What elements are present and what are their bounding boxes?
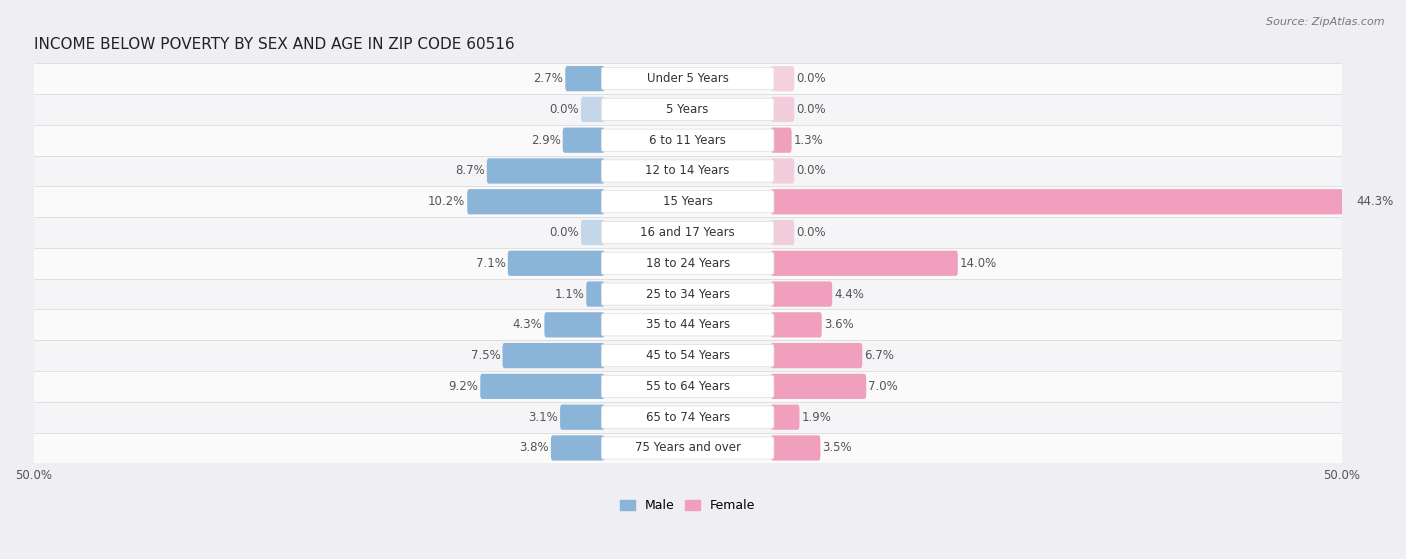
FancyBboxPatch shape bbox=[602, 437, 773, 459]
FancyBboxPatch shape bbox=[602, 68, 773, 89]
FancyBboxPatch shape bbox=[467, 189, 605, 214]
Text: 5 Years: 5 Years bbox=[666, 103, 709, 116]
FancyBboxPatch shape bbox=[770, 127, 792, 153]
Text: INCOME BELOW POVERTY BY SEX AND AGE IN ZIP CODE 60516: INCOME BELOW POVERTY BY SEX AND AGE IN Z… bbox=[34, 37, 515, 53]
Text: 3.1%: 3.1% bbox=[529, 411, 558, 424]
Text: 9.2%: 9.2% bbox=[449, 380, 478, 393]
Text: 25 to 34 Years: 25 to 34 Years bbox=[645, 287, 730, 301]
Bar bbox=[34, 155, 1341, 186]
Text: 0.0%: 0.0% bbox=[550, 226, 579, 239]
Text: 2.9%: 2.9% bbox=[531, 134, 561, 146]
FancyBboxPatch shape bbox=[770, 312, 821, 338]
FancyBboxPatch shape bbox=[486, 158, 605, 183]
FancyBboxPatch shape bbox=[560, 405, 605, 430]
FancyBboxPatch shape bbox=[602, 160, 773, 182]
FancyBboxPatch shape bbox=[544, 312, 605, 338]
Bar bbox=[34, 279, 1341, 310]
Text: 0.0%: 0.0% bbox=[796, 164, 825, 177]
FancyBboxPatch shape bbox=[770, 158, 794, 183]
Bar bbox=[34, 186, 1341, 217]
Text: 7.1%: 7.1% bbox=[475, 257, 506, 270]
Bar bbox=[34, 402, 1341, 433]
Text: 10.2%: 10.2% bbox=[427, 195, 465, 209]
Text: 35 to 44 Years: 35 to 44 Years bbox=[645, 318, 730, 331]
FancyBboxPatch shape bbox=[602, 98, 773, 121]
Text: 3.6%: 3.6% bbox=[824, 318, 853, 331]
FancyBboxPatch shape bbox=[602, 375, 773, 397]
Text: 6 to 11 Years: 6 to 11 Years bbox=[650, 134, 725, 146]
Text: 12 to 14 Years: 12 to 14 Years bbox=[645, 164, 730, 177]
Text: 3.5%: 3.5% bbox=[823, 442, 852, 454]
Bar bbox=[34, 310, 1341, 340]
FancyBboxPatch shape bbox=[770, 374, 866, 399]
Bar bbox=[34, 371, 1341, 402]
Text: 8.7%: 8.7% bbox=[456, 164, 485, 177]
FancyBboxPatch shape bbox=[602, 129, 773, 151]
Bar bbox=[34, 63, 1341, 94]
FancyBboxPatch shape bbox=[602, 283, 773, 305]
FancyBboxPatch shape bbox=[602, 252, 773, 274]
FancyBboxPatch shape bbox=[565, 66, 605, 91]
Text: 18 to 24 Years: 18 to 24 Years bbox=[645, 257, 730, 270]
Text: 45 to 54 Years: 45 to 54 Years bbox=[645, 349, 730, 362]
Bar bbox=[34, 217, 1341, 248]
FancyBboxPatch shape bbox=[508, 250, 605, 276]
Text: 0.0%: 0.0% bbox=[550, 103, 579, 116]
Text: 55 to 64 Years: 55 to 64 Years bbox=[645, 380, 730, 393]
FancyBboxPatch shape bbox=[481, 374, 605, 399]
FancyBboxPatch shape bbox=[586, 281, 605, 307]
Text: 0.0%: 0.0% bbox=[796, 72, 825, 85]
FancyBboxPatch shape bbox=[770, 189, 1354, 214]
Text: 1.1%: 1.1% bbox=[554, 287, 585, 301]
Text: 65 to 74 Years: 65 to 74 Years bbox=[645, 411, 730, 424]
FancyBboxPatch shape bbox=[562, 127, 605, 153]
FancyBboxPatch shape bbox=[602, 221, 773, 244]
Text: 2.7%: 2.7% bbox=[533, 72, 564, 85]
FancyBboxPatch shape bbox=[770, 281, 832, 307]
FancyBboxPatch shape bbox=[602, 406, 773, 428]
FancyBboxPatch shape bbox=[770, 250, 957, 276]
Legend: Male, Female: Male, Female bbox=[614, 494, 761, 517]
Text: 6.7%: 6.7% bbox=[865, 349, 894, 362]
Text: 14.0%: 14.0% bbox=[960, 257, 997, 270]
Text: 4.3%: 4.3% bbox=[513, 318, 543, 331]
FancyBboxPatch shape bbox=[551, 435, 605, 461]
FancyBboxPatch shape bbox=[502, 343, 605, 368]
Text: 15 Years: 15 Years bbox=[662, 195, 713, 209]
Bar bbox=[34, 340, 1341, 371]
FancyBboxPatch shape bbox=[770, 405, 800, 430]
Text: Under 5 Years: Under 5 Years bbox=[647, 72, 728, 85]
FancyBboxPatch shape bbox=[602, 344, 773, 367]
Text: 75 Years and over: 75 Years and over bbox=[634, 442, 741, 454]
FancyBboxPatch shape bbox=[602, 191, 773, 213]
Bar bbox=[34, 433, 1341, 463]
FancyBboxPatch shape bbox=[770, 435, 821, 461]
FancyBboxPatch shape bbox=[770, 220, 794, 245]
Text: 1.3%: 1.3% bbox=[793, 134, 824, 146]
Bar bbox=[34, 125, 1341, 155]
Text: 7.5%: 7.5% bbox=[471, 349, 501, 362]
Text: Source: ZipAtlas.com: Source: ZipAtlas.com bbox=[1267, 17, 1385, 27]
FancyBboxPatch shape bbox=[602, 314, 773, 336]
Text: 44.3%: 44.3% bbox=[1357, 195, 1393, 209]
Text: 1.9%: 1.9% bbox=[801, 411, 831, 424]
FancyBboxPatch shape bbox=[581, 220, 605, 245]
FancyBboxPatch shape bbox=[770, 343, 862, 368]
Text: 0.0%: 0.0% bbox=[796, 226, 825, 239]
Text: 4.4%: 4.4% bbox=[834, 287, 865, 301]
FancyBboxPatch shape bbox=[770, 66, 794, 91]
Text: 3.8%: 3.8% bbox=[519, 442, 548, 454]
Bar bbox=[34, 248, 1341, 279]
Text: 0.0%: 0.0% bbox=[796, 103, 825, 116]
Bar bbox=[34, 94, 1341, 125]
Text: 7.0%: 7.0% bbox=[868, 380, 898, 393]
FancyBboxPatch shape bbox=[770, 97, 794, 122]
Text: 16 and 17 Years: 16 and 17 Years bbox=[640, 226, 735, 239]
FancyBboxPatch shape bbox=[581, 97, 605, 122]
